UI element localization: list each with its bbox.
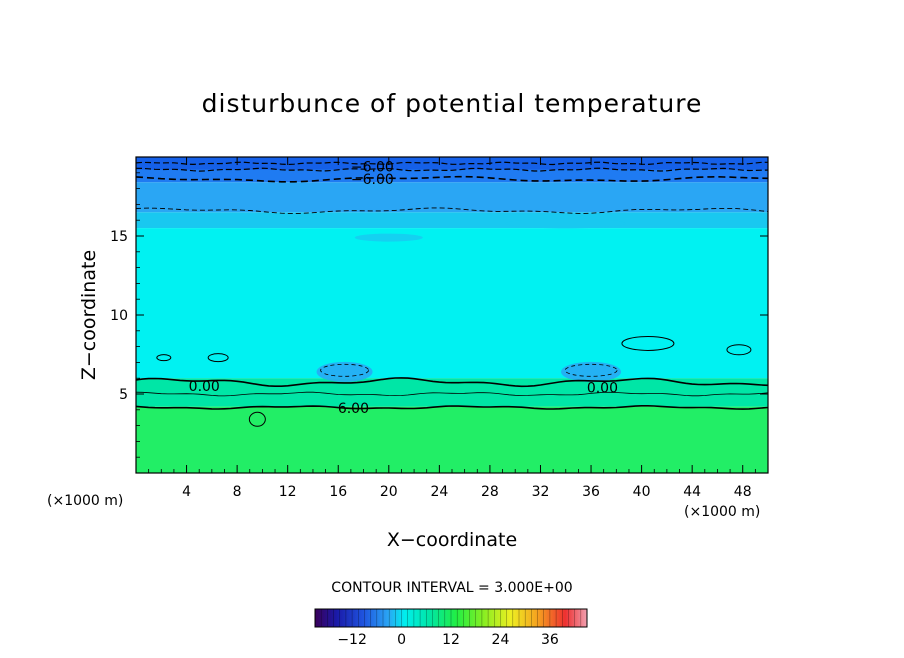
x-axis: 4 8 12 16 20 24 28 32 36 40 44 48 — [148, 157, 756, 500]
layer-negative-upper — [136, 182, 768, 213]
contour-label: 0.00 — [587, 381, 618, 397]
x-tick-label: 24 — [430, 484, 448, 500]
contour-six — [136, 405, 768, 410]
closed-contour-3 — [726, 344, 752, 356]
x-tick-label: 48 — [734, 484, 752, 500]
x-tick-label: 8 — [233, 484, 242, 500]
contour-label: 6.00 — [338, 401, 369, 417]
contour-three — [136, 391, 768, 397]
closed-contour-4 — [156, 354, 172, 362]
x-unit-right: (×1000 m) — [684, 504, 760, 520]
negative-blob-2 — [561, 361, 622, 382]
x-axis-label: X−coordinate — [387, 529, 517, 551]
contour-minus-3 — [136, 207, 768, 214]
closed-contour-2 — [621, 335, 675, 351]
y-tick-label: 10 — [110, 308, 128, 324]
plot-area: −6.00−6.00 0.00 0.00 6.00 — [136, 157, 768, 473]
layer-top-darkest — [136, 157, 768, 170]
x-tick-label: 16 — [329, 484, 347, 500]
negative-blob-1 — [316, 361, 373, 382]
upper-shade-2 — [505, 218, 626, 229]
y-tick-label: 15 — [110, 229, 128, 245]
x-unit-left: (×1000 m) — [47, 493, 123, 509]
upper-shade-1 — [354, 233, 423, 242]
y-axis: 5 10 15 — [110, 172, 768, 458]
closed-contour-0 — [207, 353, 229, 363]
y-tick-label: 5 — [119, 387, 128, 403]
y-axis-label: Z−coordinate — [78, 250, 100, 380]
contour-zero — [136, 377, 768, 388]
contour-minus-9 — [136, 161, 768, 166]
contour-label: −6.00 — [351, 159, 394, 175]
x-tick-label: 44 — [683, 484, 701, 500]
contour-label: −6.00 — [351, 172, 394, 188]
colorbar-tick-label: 24 — [492, 632, 510, 648]
contour-interval: CONTOUR INTERVAL = 3.000E+00 — [331, 580, 572, 596]
x-tick-label: 28 — [481, 484, 499, 500]
negative-contour-1 — [564, 363, 618, 377]
x-tick-label: 32 — [532, 484, 550, 500]
contour-label: 0.00 — [189, 379, 220, 395]
colorbar: −12 0 12 24 36 — [314, 608, 588, 648]
x-tick-label: 20 — [380, 484, 398, 500]
colorbar-tick-label: 0 — [397, 632, 406, 648]
colorbar-tick-label: −12 — [337, 632, 367, 648]
layer-near-zero-mid — [136, 228, 768, 379]
contour-minus-6b — [136, 175, 768, 183]
x-tick-label: 36 — [582, 484, 600, 500]
x-tick-label: 12 — [279, 484, 297, 500]
layer-near-zero-upper — [136, 212, 768, 229]
x-tick-label: 40 — [633, 484, 651, 500]
colorbar-frame — [314, 608, 588, 628]
contour-minus-6a — [136, 167, 768, 172]
chart-title: disturbunce of potential temperature — [202, 89, 703, 118]
colorbar-tick-label: 36 — [541, 632, 559, 648]
layer-positive-lower — [136, 406, 768, 473]
x-tick-label: 4 — [182, 484, 191, 500]
negative-contour-0 — [320, 363, 369, 377]
closed-contour-1 — [248, 411, 266, 427]
colorbar-tick-label: 12 — [442, 632, 460, 648]
